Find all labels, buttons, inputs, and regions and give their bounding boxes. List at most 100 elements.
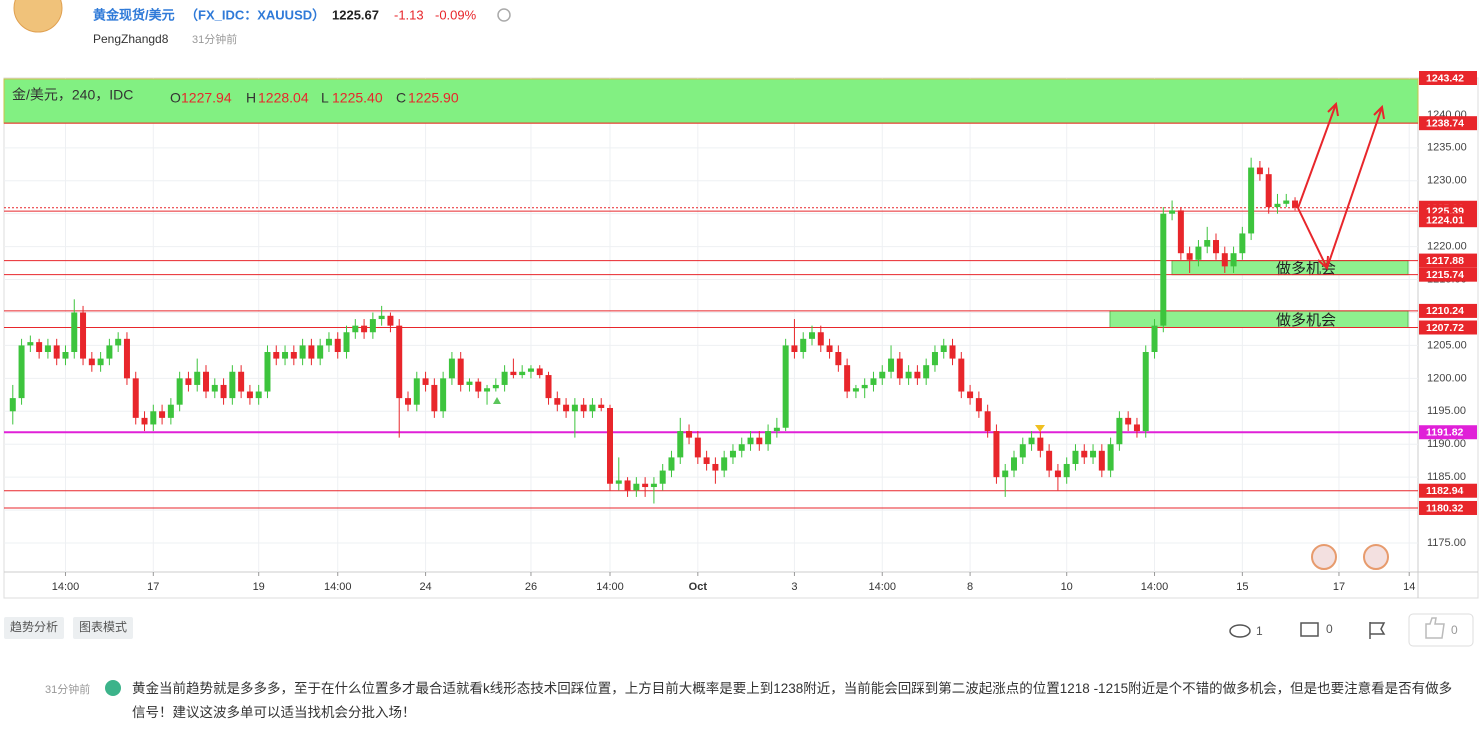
event-icon[interactable] — [1363, 544, 1389, 570]
candle-body — [1028, 437, 1035, 445]
candle-body — [299, 345, 306, 359]
candle-body — [554, 398, 561, 405]
author[interactable]: PengZhangd8 — [93, 32, 169, 46]
y-tick-label: 1195.00 — [1427, 405, 1466, 417]
candle-body — [615, 480, 622, 484]
button-label[interactable]: 趋势分析 — [10, 620, 58, 634]
candle-body — [167, 404, 174, 418]
candle-body — [1213, 240, 1219, 254]
candle-body — [18, 345, 25, 399]
axes: 1175.001180.001185.001190.001195.001200.… — [52, 71, 1477, 593]
report-icon[interactable] — [1369, 622, 1386, 639]
candle-body — [1177, 210, 1184, 254]
candle-body — [931, 352, 938, 366]
x-tick-label: 17 — [1333, 581, 1345, 593]
candle-body — [36, 342, 43, 353]
candle-body — [809, 332, 815, 339]
price-tag-label: 1238.74 — [1426, 117, 1464, 129]
candle-body — [1037, 437, 1044, 451]
views-icon — [1229, 624, 1251, 638]
zone-label: 做多机会 — [1276, 261, 1336, 278]
price-tag-label: 1217.88 — [1426, 255, 1464, 267]
candle-body — [9, 398, 16, 412]
y-tick-label: 1200.00 — [1427, 372, 1467, 384]
candle-body — [765, 431, 772, 445]
candle-body — [1195, 246, 1202, 260]
views: 1 — [1256, 624, 1263, 638]
refresh-icon[interactable] — [497, 8, 511, 22]
candle-body — [1046, 450, 1053, 471]
price-tag-label: 1224.01 — [1426, 214, 1464, 226]
candle-body — [852, 388, 859, 392]
candle-body — [492, 384, 499, 389]
candle-body — [211, 384, 218, 392]
ticker[interactable]: （FX_IDC：XAUUSD） — [185, 7, 325, 22]
candle-body — [1019, 444, 1026, 458]
candle-body — [176, 378, 183, 405]
candle-body — [264, 352, 271, 392]
arrow-head — [1373, 104, 1385, 120]
price-tag — [1419, 71, 1477, 85]
candle-body — [844, 365, 851, 392]
y-tick-label: 1205.00 — [1427, 339, 1467, 351]
candle-body — [273, 352, 280, 359]
y-tick-label: 1185.00 — [1427, 471, 1466, 483]
candle-body — [369, 319, 376, 333]
candle-body — [975, 398, 982, 412]
x-tick-label: 10 — [1061, 581, 1073, 593]
candle-body — [545, 375, 552, 399]
candle-body — [1063, 463, 1070, 478]
x-tick-label: 3 — [791, 581, 797, 593]
avatar[interactable] — [13, 0, 63, 33]
change-pct: -0.09% — [435, 7, 477, 22]
candle-body — [88, 358, 95, 366]
candle-body — [527, 368, 534, 372]
legend-title: 金/美元，240，IDC — [12, 87, 133, 103]
candle-body — [1248, 167, 1255, 234]
candle-body — [1133, 424, 1140, 432]
candle-body — [282, 352, 289, 359]
symbol[interactable]: 黄金现货/美元 — [93, 7, 175, 22]
candle-body — [712, 463, 719, 471]
candle-body — [624, 480, 631, 491]
candle-body — [923, 365, 930, 379]
candle-body — [861, 384, 868, 389]
event-icon[interactable] — [1311, 544, 1337, 570]
candle-body — [1283, 200, 1290, 204]
x-tick-label: 8 — [967, 581, 973, 593]
x-tick-label: 19 — [253, 581, 265, 593]
candle-body — [1230, 253, 1237, 267]
like-button[interactable] — [1408, 613, 1474, 647]
button[interactable] — [4, 617, 64, 639]
candle-body — [598, 404, 605, 408]
candle-body — [1090, 450, 1097, 458]
candle-body — [1239, 233, 1246, 254]
button-label[interactable]: 图表模式 — [79, 620, 127, 634]
candle-body — [817, 332, 824, 346]
signal-marker — [493, 397, 501, 404]
x-tick-label: 14:00 — [868, 581, 896, 593]
candle-body — [914, 371, 921, 379]
candle-body — [255, 391, 262, 399]
candle-body — [1054, 470, 1061, 478]
candle-body — [993, 431, 1000, 478]
top-zone — [3, 78, 1419, 124]
zone-label: 做多机会 — [1276, 312, 1336, 329]
candle-body — [62, 352, 69, 359]
price-tag — [1419, 253, 1477, 268]
candle-body — [317, 345, 324, 359]
price-tag — [1419, 116, 1477, 131]
arrow — [1326, 106, 1383, 269]
button[interactable] — [73, 617, 133, 639]
legend-h: 1228.04 — [258, 90, 309, 106]
candle-body — [1204, 240, 1211, 247]
candle-body — [607, 407, 613, 484]
comment-avatar — [105, 680, 121, 696]
candle-body — [123, 338, 130, 379]
candle-body — [738, 444, 745, 451]
comments-icon[interactable] — [1300, 622, 1319, 637]
chart-frame — [3, 77, 1479, 599]
candle-body — [457, 358, 464, 385]
y-tick-label: 1175.00 — [1427, 537, 1466, 549]
candle-body — [791, 345, 798, 353]
